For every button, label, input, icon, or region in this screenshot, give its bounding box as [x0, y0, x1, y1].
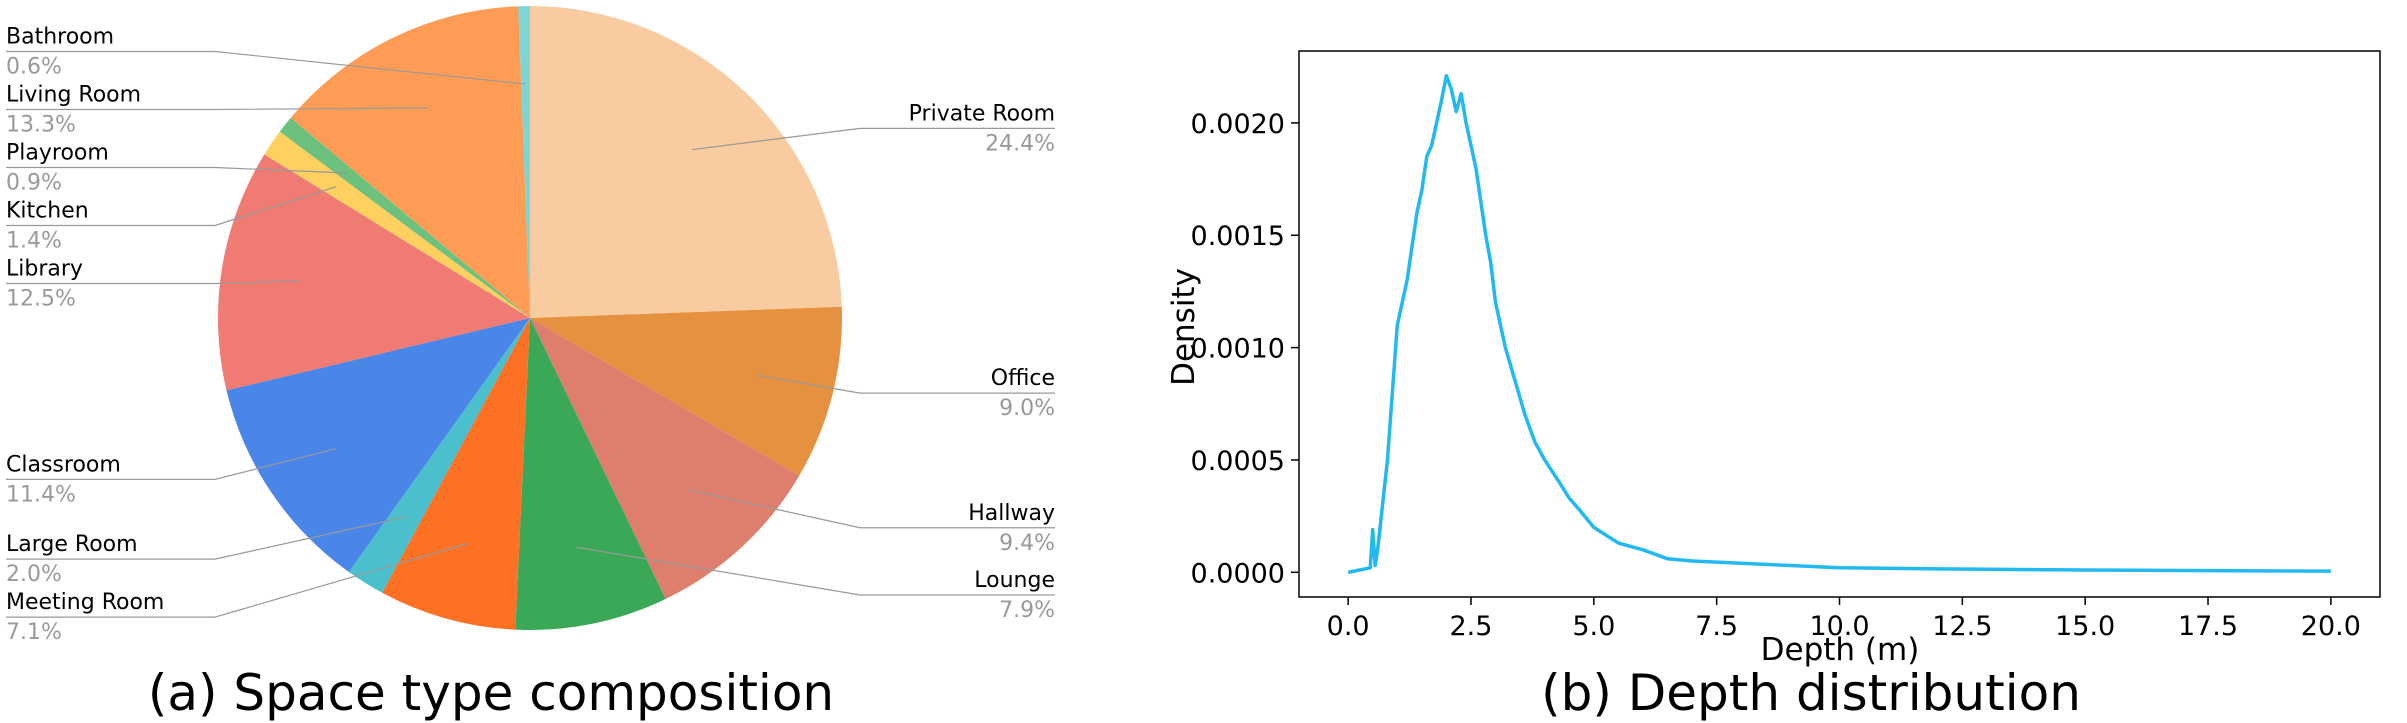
leader-line — [692, 127, 1055, 151]
slice-value-label: 9.4% — [999, 531, 1055, 556]
slice-label: Lounge — [974, 568, 1055, 593]
x-tick-label: 5.0 — [1572, 611, 1615, 642]
slice-value-label: 12.5% — [6, 286, 76, 311]
slice-label: Large Room — [6, 532, 138, 557]
x-tick-label: 12.5 — [1932, 611, 1992, 642]
leader-line — [576, 546, 1055, 596]
slice-label: Private Room — [909, 101, 1055, 126]
slice-value-label: 13.3% — [6, 112, 76, 137]
leader-line — [6, 448, 337, 480]
pie-slice — [226, 318, 531, 573]
pie-slice — [348, 318, 530, 593]
slice-label: Bathroom — [6, 24, 114, 49]
slice-value-label: 2.0% — [6, 562, 62, 587]
leader-line — [6, 542, 468, 618]
pie-title: (a) Space type composition — [148, 664, 834, 722]
slice-label: Kitchen — [6, 198, 89, 223]
y-tick-label: 0.0000 — [1191, 558, 1285, 589]
slice-value-label: 11.4% — [6, 482, 76, 507]
slice-label: Meeting Room — [6, 590, 164, 615]
slice-label: Office — [991, 366, 1055, 391]
y-tick-label: 0.0005 — [1191, 446, 1285, 477]
plot-frame — [1298, 50, 2381, 598]
leader-line — [688, 489, 1055, 529]
slice-label: Classroom — [6, 452, 121, 477]
slice-label: Living Room — [6, 82, 141, 107]
pie-slice — [530, 318, 800, 599]
y-tick-label: 0.0020 — [1191, 109, 1285, 140]
leader-line — [6, 50, 526, 85]
slice-value-label: 9.0% — [999, 396, 1055, 421]
x-tick-label: 20.0 — [2301, 611, 2361, 642]
x-axis-label: Depth (m) — [1761, 632, 1920, 668]
x-tick-label: 15.0 — [2055, 611, 2115, 642]
x-tick-label: 7.5 — [1695, 611, 1738, 642]
leader-line — [6, 280, 299, 285]
pie-slice — [530, 6, 842, 318]
pie-slice — [264, 131, 530, 318]
line-title: (b) Depth distribution — [1541, 664, 2081, 722]
y-tick-label: 0.0015 — [1191, 221, 1285, 252]
slice-label: Playroom — [6, 140, 109, 165]
pie-slice — [279, 117, 530, 318]
leader-line — [6, 166, 347, 174]
x-tick-label: 17.5 — [2178, 611, 2238, 642]
leader-line — [6, 107, 427, 111]
x-tick-label: 0.0 — [1327, 611, 1370, 642]
leader-line — [6, 516, 407, 560]
slice-value-label: 0.9% — [6, 170, 62, 195]
pie-slice — [530, 306, 842, 476]
leader-line — [756, 374, 1055, 394]
slice-value-label: 7.9% — [999, 598, 1055, 623]
slice-value-label: 7.1% — [6, 620, 62, 645]
pie-slice — [515, 318, 666, 630]
slice-label: Hallway — [968, 501, 1055, 526]
y-tick-label: 0.0010 — [1191, 334, 1285, 365]
x-tick-label: 2.5 — [1450, 611, 1493, 642]
x-tick-label: 10.0 — [1809, 611, 1869, 642]
slice-value-label: 24.4% — [985, 131, 1055, 156]
leader-line — [6, 186, 337, 227]
y-axis-label: Density — [1166, 268, 1202, 386]
density-line — [1347, 73, 2331, 574]
pie-slice — [290, 6, 530, 318]
slice-label: Library — [6, 256, 83, 281]
slice-value-label: 1.4% — [6, 228, 62, 253]
slice-value-label: 0.6% — [6, 54, 62, 79]
pie-slice — [217, 154, 530, 391]
pie-slice — [382, 318, 530, 630]
